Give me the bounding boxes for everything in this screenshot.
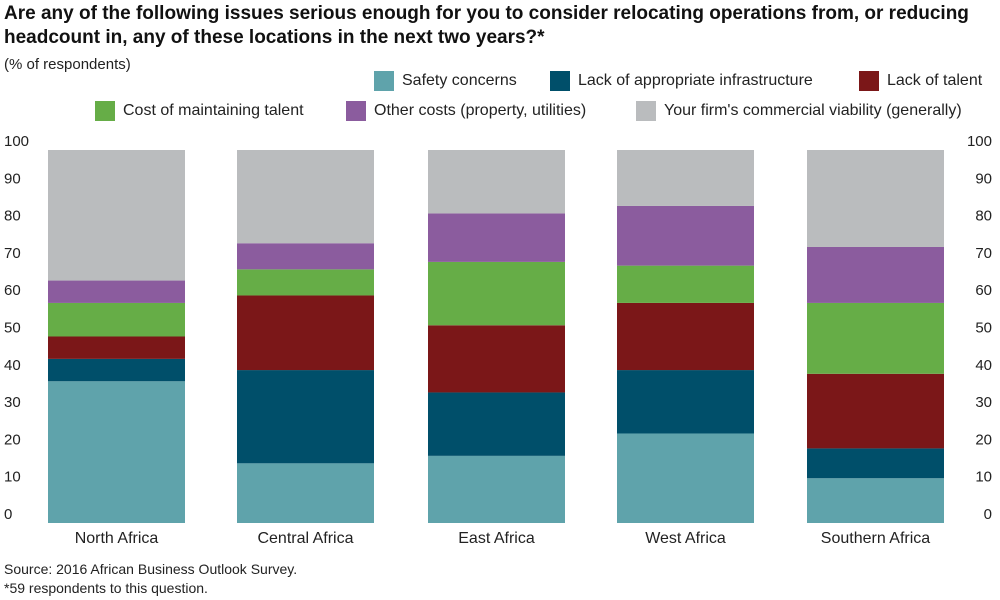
bar-segment-1-2 [237, 295, 374, 371]
legend-label-infrastructure: Lack of appropriate infrastructure [578, 72, 813, 89]
bar-segment-0-0 [48, 381, 185, 523]
legend-item-lack-of-talent: Lack of talent [859, 71, 982, 91]
source-note: Source: 2016 African Business Outlook Su… [4, 561, 298, 577]
y-tick-left-20: 20 [4, 431, 21, 448]
bar-segment-2-4 [428, 213, 565, 262]
legend-swatch-lack-of-talent [859, 71, 879, 91]
bar-segment-3-1 [617, 370, 754, 434]
bar-segment-3-3 [617, 265, 754, 303]
legend-label-other-costs: Other costs (property, utilities) [374, 102, 587, 119]
bar-segment-0-1 [48, 358, 185, 382]
y-tick-left-70: 70 [4, 245, 21, 262]
bar-segment-2-3 [428, 261, 565, 326]
y-tick-left-40: 40 [4, 357, 21, 374]
chart-title: Are any of the following issues serious … [4, 3, 969, 48]
bar-segment-4-0 [807, 478, 944, 523]
y-tick-right-10: 10 [975, 469, 992, 486]
bar-segment-4-4 [807, 246, 944, 303]
y-tick-right-40: 40 [975, 357, 992, 374]
y-tick-left-10: 10 [4, 469, 21, 486]
y-tick-right-20: 20 [975, 431, 992, 448]
legend-label-safety: Safety concerns [402, 72, 517, 89]
y-tick-right-90: 90 [975, 170, 992, 187]
bar-segment-1-4 [237, 243, 374, 270]
y-tick-left-80: 80 [4, 208, 21, 225]
bar-segment-0-3 [48, 302, 185, 337]
bar-segment-0-5 [48, 150, 185, 281]
x-category-label-3: West Africa [645, 530, 726, 547]
y-tick-left-50: 50 [4, 320, 21, 337]
bar-segment-3-5 [617, 150, 754, 206]
bar-segment-2-5 [428, 150, 565, 214]
legend-swatch-infrastructure [550, 71, 570, 91]
bar-segment-1-0 [237, 463, 374, 523]
legend-label-cost-of-talent: Cost of maintaining talent [123, 102, 304, 119]
bar-segment-4-2 [807, 373, 944, 449]
legend-item-commercial-viability: Your firm's commercial viability (genera… [636, 101, 962, 121]
bar-segment-3-2 [617, 302, 754, 371]
y-tick-left-60: 60 [4, 282, 21, 299]
x-category-label-1: Central Africa [257, 530, 353, 547]
legend-swatch-other-costs [346, 101, 366, 121]
bar-segment-4-5 [807, 150, 944, 247]
bar-segment-4-3 [807, 302, 944, 374]
bar-segment-2-0 [428, 455, 565, 523]
legend-label-lack-of-talent: Lack of talent [887, 72, 983, 89]
bar-segment-0-4 [48, 280, 185, 303]
respondents-note: *59 respondents to this question. [4, 580, 208, 596]
y-tick-right-100: 100 [967, 133, 992, 150]
y-tick-right-60: 60 [975, 282, 992, 299]
bar-segment-0-2 [48, 336, 185, 359]
x-category-label-2: East Africa [458, 530, 535, 547]
bar-segment-3-4 [617, 205, 754, 266]
y-tick-right-0: 0 [984, 506, 992, 523]
y-tick-left-30: 30 [4, 394, 21, 411]
y-tick-right-70: 70 [975, 245, 992, 262]
legend-swatch-commercial-viability [636, 101, 656, 121]
bar-segment-1-3 [237, 269, 374, 296]
legend-swatch-cost-of-talent [95, 101, 115, 121]
bar-segment-1-1 [237, 370, 374, 464]
x-category-label-0: North Africa [75, 530, 159, 547]
legend-item-infrastructure: Lack of appropriate infrastructure [550, 71, 813, 91]
y-tick-right-80: 80 [975, 208, 992, 225]
y-tick-right-50: 50 [975, 320, 992, 337]
legend-label-commercial-viability: Your firm's commercial viability (genera… [664, 102, 962, 119]
y-tick-left-0: 0 [4, 506, 12, 523]
x-category-label-4: Southern Africa [821, 530, 931, 547]
y-tick-left-100: 100 [4, 133, 29, 150]
y-tick-left-90: 90 [4, 170, 21, 187]
y-tick-right-30: 30 [975, 394, 992, 411]
bar-segment-4-1 [807, 448, 944, 479]
legend-swatch-safety [374, 71, 394, 91]
legend-item-cost-of-talent: Cost of maintaining talent [95, 101, 304, 121]
bar-segment-3-0 [617, 433, 754, 523]
legend-item-other-costs: Other costs (property, utilities) [346, 101, 586, 121]
legend-item-safety: Safety concerns [374, 71, 517, 91]
chart-subtitle: (% of respondents) [4, 56, 131, 73]
bar-segment-1-5 [237, 150, 374, 244]
bar-segment-2-1 [428, 392, 565, 456]
bar-segment-2-2 [428, 325, 565, 393]
